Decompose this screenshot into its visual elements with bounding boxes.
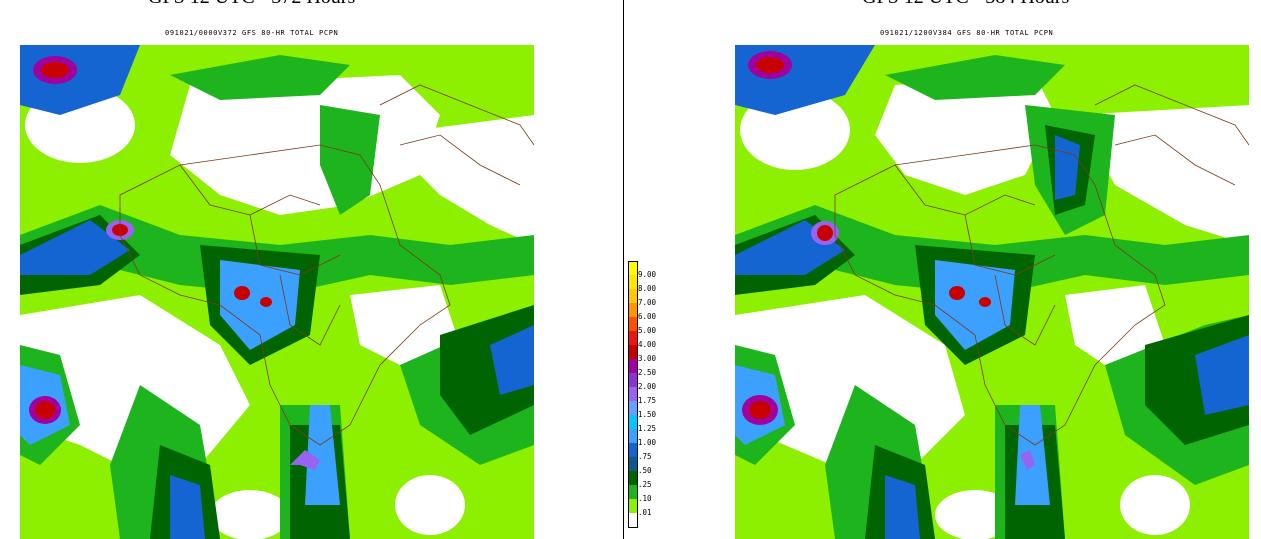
legend-label: 5.00 (638, 326, 657, 335)
legend-label: 4.00 (638, 340, 657, 349)
legend-swatch (628, 499, 638, 513)
legend-label: 1.00 (638, 438, 657, 447)
legend-swatch (628, 429, 638, 443)
legend-swatch (628, 359, 638, 373)
precip-map-372h-svg (20, 45, 534, 539)
legend-label: 1.75 (638, 396, 657, 405)
legend-swatch (628, 485, 638, 499)
legend-label: 8.00 (638, 284, 657, 293)
precip-map-384h-svg (735, 45, 1249, 539)
coastlines-384h (834, 84, 1249, 446)
legend-label: 6.00 (638, 312, 657, 321)
legend-label: .75 (638, 452, 652, 461)
legend-swatch (628, 373, 638, 387)
legend-swatch (628, 513, 638, 528)
panel-divider (623, 0, 624, 539)
legend-swatch (628, 443, 638, 457)
legend-swatch (628, 387, 638, 401)
legend-swatch (628, 401, 638, 415)
coastlines-372h (119, 84, 534, 446)
legend-swatch (628, 303, 638, 317)
legend-label: 3.00 (638, 354, 657, 363)
legend-label: .25 (638, 480, 652, 489)
panel-1-subtitle: 091021/0000V372 GFS 80-HR TOTAL PCPN (165, 29, 339, 37)
legend-swatch (628, 261, 638, 276)
panel-2-heading: GFS 12 UTC - 384 Hours (862, 0, 1069, 9)
panel-1-heading: GFS 12 UTC - 372 Hours (148, 0, 355, 9)
legend-label: 7.00 (638, 298, 657, 307)
legend-label: .50 (638, 466, 652, 475)
legend-label: 2.50 (638, 368, 657, 377)
legend-label: 2.00 (638, 382, 657, 391)
legend-swatch (628, 289, 638, 303)
legend-swatch (628, 457, 638, 471)
legend-swatch (628, 331, 638, 345)
legend-label: 9.00 (638, 270, 657, 279)
legend-label: .10 (638, 494, 652, 503)
precip-map-384h (735, 45, 1249, 539)
panel-2-subtitle: 091021/1200V384 GFS 80-HR TOTAL PCPN (880, 29, 1054, 37)
legend-label: 1.25 (638, 424, 657, 433)
legend-swatch (628, 471, 638, 485)
precip-legend: 9.00 8.00 7.00 6.00 5.00 4.00 3.00 2.50 2.00 1.75… (628, 261, 668, 528)
legend-swatch (628, 275, 638, 289)
legend-swatch (628, 415, 638, 429)
legend-swatch (628, 317, 638, 331)
precip-map-372h (20, 45, 534, 539)
legend-label: 1.50 (638, 410, 657, 419)
legend-swatch (628, 345, 638, 359)
legend-label: .01 (638, 508, 652, 517)
